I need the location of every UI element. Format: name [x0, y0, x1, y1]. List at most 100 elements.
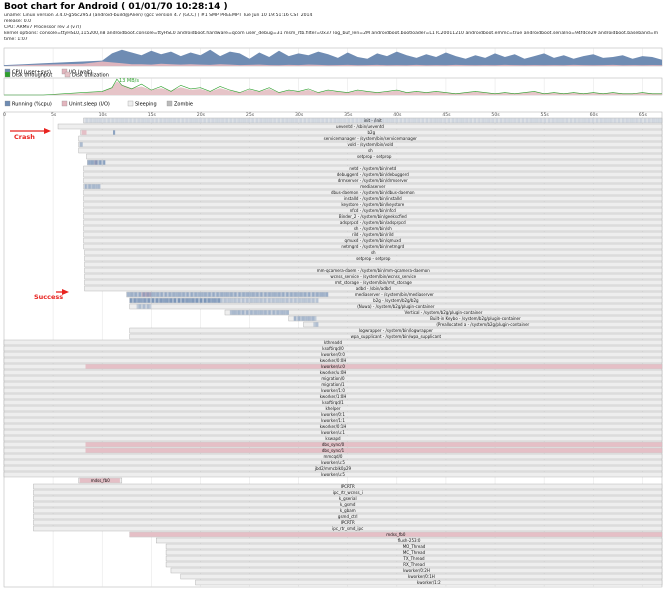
process-cpu-segment [180, 292, 183, 297]
process-cpu-segment [363, 118, 366, 123]
process-cpu-segment [113, 118, 116, 123]
process-cpu-segment [231, 118, 234, 123]
io-wait-area [4, 61, 662, 66]
process-cpu-segment [252, 298, 255, 303]
process-cpu-segment [274, 310, 277, 315]
process-label: sh [368, 148, 373, 153]
process-cpu-segment [641, 118, 645, 123]
process-label: netd - /system/bin/netd [349, 166, 396, 171]
time-tick-label: 25s [246, 112, 255, 118]
cpu-usage-area [4, 49, 662, 66]
process-cpu-segment [91, 160, 94, 165]
process-cpu-segment [91, 118, 94, 123]
process-cpu-segment [150, 292, 153, 297]
process-cpu-segment [293, 316, 296, 321]
process-cpu-segment [218, 292, 221, 297]
chart-title: Boot chart for Android ( 01/01/70 10:28:… [4, 2, 228, 12]
process-cpu-segment [423, 118, 426, 123]
process-cpu-segment [289, 118, 292, 123]
process-bar [3, 471, 663, 478]
process-label: rmt_storage - /system/bin/rmt_storage [335, 280, 413, 285]
process-bar [84, 267, 663, 274]
process-cpu-segment [397, 118, 400, 123]
process-cpu-segment [481, 118, 485, 123]
process-cpu-segment [199, 298, 203, 303]
process-label: (Preallocated a - /system/b2g/plugin-con… [436, 322, 529, 327]
process-cpu-segment [88, 184, 91, 189]
process-cpu-segment [206, 292, 209, 297]
process-cpu-segment [129, 298, 132, 303]
process-cpu-segment [260, 292, 263, 297]
process-cpu-segment [272, 310, 275, 315]
process-cpu-segment [266, 292, 269, 297]
time-tick-label: 55s [541, 112, 550, 118]
process-cpu-segment [185, 298, 189, 303]
process-cpu-segment [525, 118, 529, 123]
process-bar [3, 351, 663, 358]
process-cpu-segment [141, 298, 144, 303]
process-cpu-segment [311, 118, 314, 123]
process-cpu-segment [463, 118, 466, 123]
process-cpu-segment [647, 118, 651, 123]
process-cpu-segment [263, 118, 266, 123]
disk-utilization-area [4, 81, 662, 95]
process-cpu-segment [611, 118, 615, 123]
time-line: time: 1:07 [4, 37, 28, 42]
process-cpu-segment [97, 160, 100, 165]
process-cpu-segment [197, 118, 200, 123]
proc-legend-swatch [166, 100, 173, 107]
process-cpu-segment [561, 118, 565, 123]
process-cpu-segment [227, 118, 230, 123]
process-cpu-segment [138, 292, 141, 297]
process-bar [165, 549, 663, 556]
process-cpu-segment [457, 118, 460, 123]
process-cpu-segment [254, 292, 257, 297]
process-cpu-segment [101, 160, 104, 165]
process-io-segment [129, 532, 662, 537]
process-label: dbs_sync/1 [322, 448, 345, 453]
process-cpu-segment [195, 118, 198, 123]
process-cpu-segment [132, 292, 135, 297]
process-label: migration/1 [321, 382, 345, 387]
success-annotation: Success [34, 293, 63, 301]
process-cpu-segment [473, 118, 477, 123]
process-cpu-segment [224, 298, 227, 303]
process-cpu-segment [201, 118, 204, 123]
process-cpu-segment [439, 118, 442, 123]
process-cpu-segment [232, 292, 235, 297]
process-cpu-segment [155, 298, 158, 303]
process-cpu-segment [491, 118, 495, 123]
process-cpu-segment [159, 118, 162, 123]
process-cpu-segment [241, 118, 244, 123]
process-cpu-segment [288, 292, 291, 297]
process-io-segment [85, 448, 663, 453]
process-bar [33, 483, 663, 490]
kernel-options-line: kernel options: console=ttyHSL0,115200,n… [4, 31, 659, 36]
process-cpu-segment [314, 316, 317, 321]
process-label: kworker/0:1H [320, 424, 347, 429]
process-cpu-segment [98, 184, 101, 189]
process-label: mdss_fb0 [91, 478, 111, 483]
process-label: ksoftirqd/1 [322, 400, 344, 405]
process-label: ueventd - /sbin/ueventd [336, 124, 384, 129]
process-cpu-segment [639, 118, 643, 123]
process-cpu-segment [178, 292, 181, 297]
proc-legend-label: Zombie [174, 102, 193, 108]
process-cpu-segment [361, 118, 364, 123]
process-bar [3, 423, 663, 430]
process-cpu-segment [160, 292, 163, 297]
process-cpu-segment [200, 292, 203, 297]
process-cpu-segment [262, 310, 265, 315]
process-cpu-segment [167, 298, 171, 303]
process-label: k_gserial [339, 496, 357, 501]
process-cpu-segment [393, 118, 396, 123]
process-cpu-segment [355, 118, 358, 123]
process-cpu-segment [92, 184, 95, 189]
process-cpu-segment [300, 292, 303, 297]
process-cpu-segment [535, 118, 539, 123]
process-cpu-segment [242, 310, 245, 315]
process-cpu-segment [139, 118, 142, 123]
process-label: wpa_supplicant - /system/bin/wpa_supplic… [351, 334, 442, 339]
process-cpu-segment [499, 118, 503, 123]
process-cpu-segment [133, 298, 136, 303]
